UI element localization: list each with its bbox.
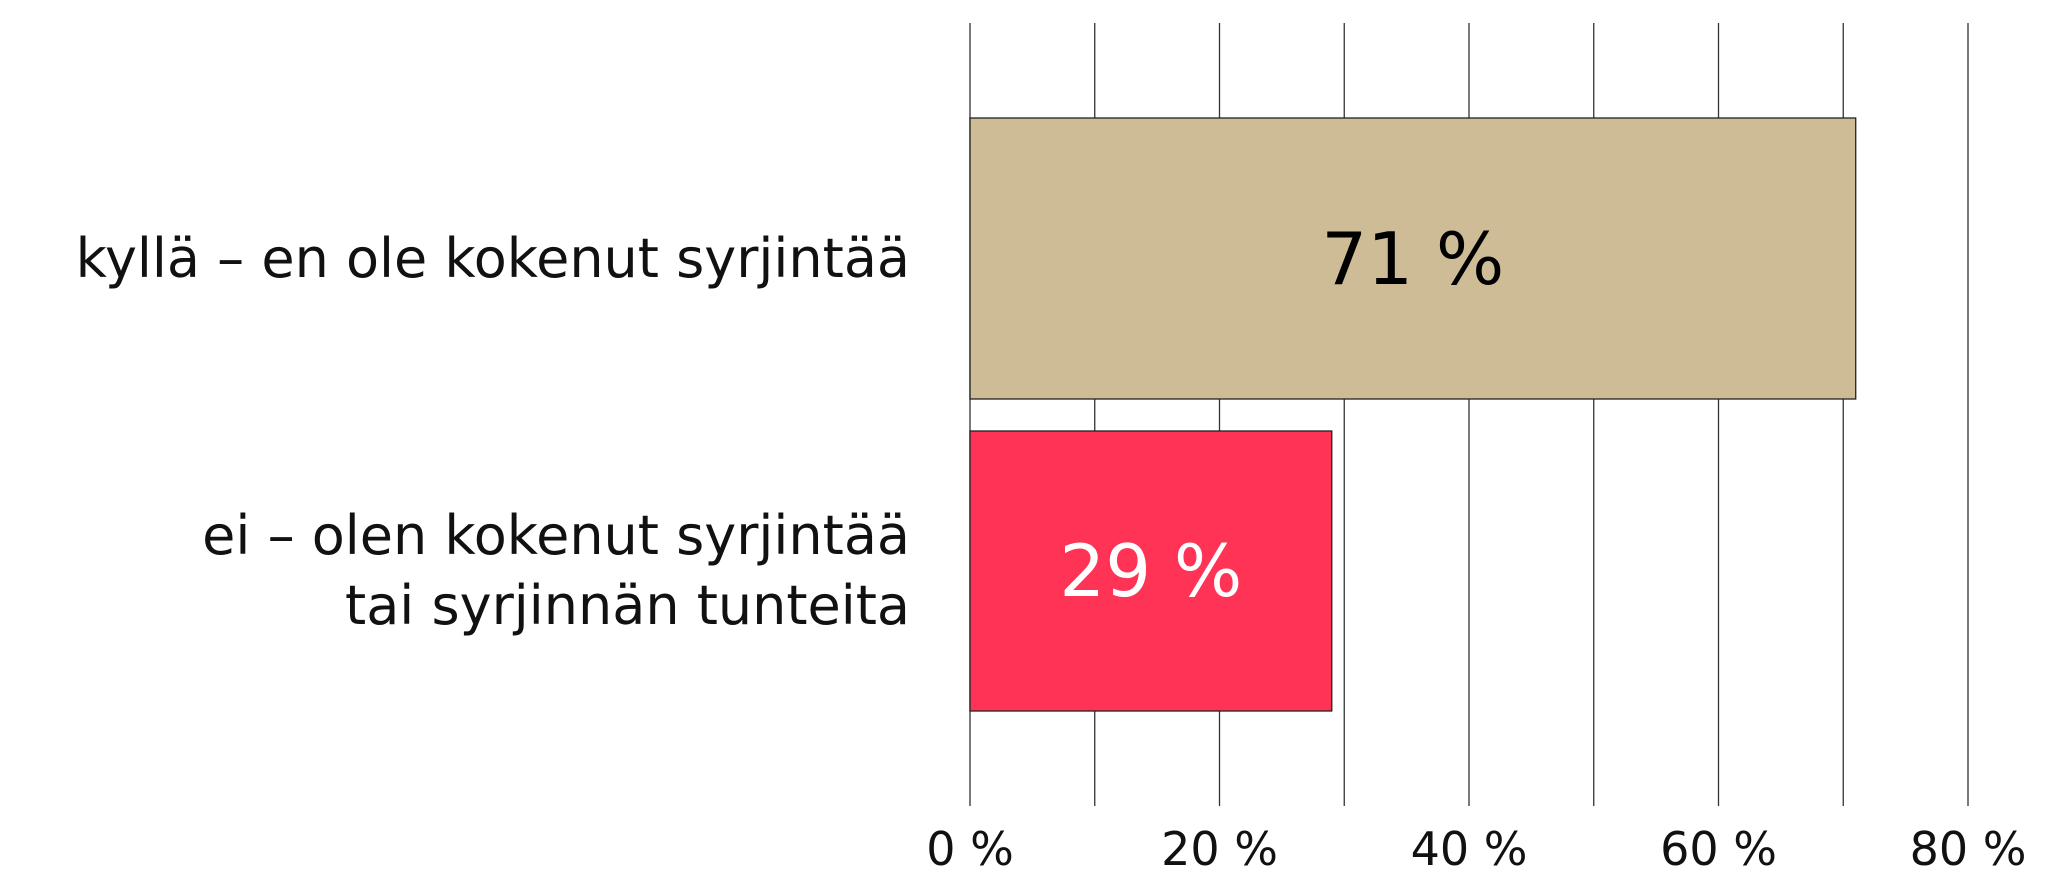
value-label: 29 % — [1059, 529, 1243, 613]
value-label: 71 % — [1321, 216, 1505, 301]
category-label: ei – olen kokenut syrjintää tai syrjinnä… — [202, 504, 910, 637]
bar — [969, 117, 1857, 400]
category-label: kyllä – en ole kokenut syrjintää — [75, 226, 910, 290]
x-tick-label: 40 % — [1410, 822, 1528, 876]
x-tick-label: 20 % — [1161, 822, 1278, 876]
x-tick-label: 60 % — [1660, 822, 1777, 876]
bar — [969, 430, 1333, 712]
x-tick-label: 0 % — [926, 822, 1014, 876]
x-tick-label: 80 % — [1909, 822, 2027, 876]
